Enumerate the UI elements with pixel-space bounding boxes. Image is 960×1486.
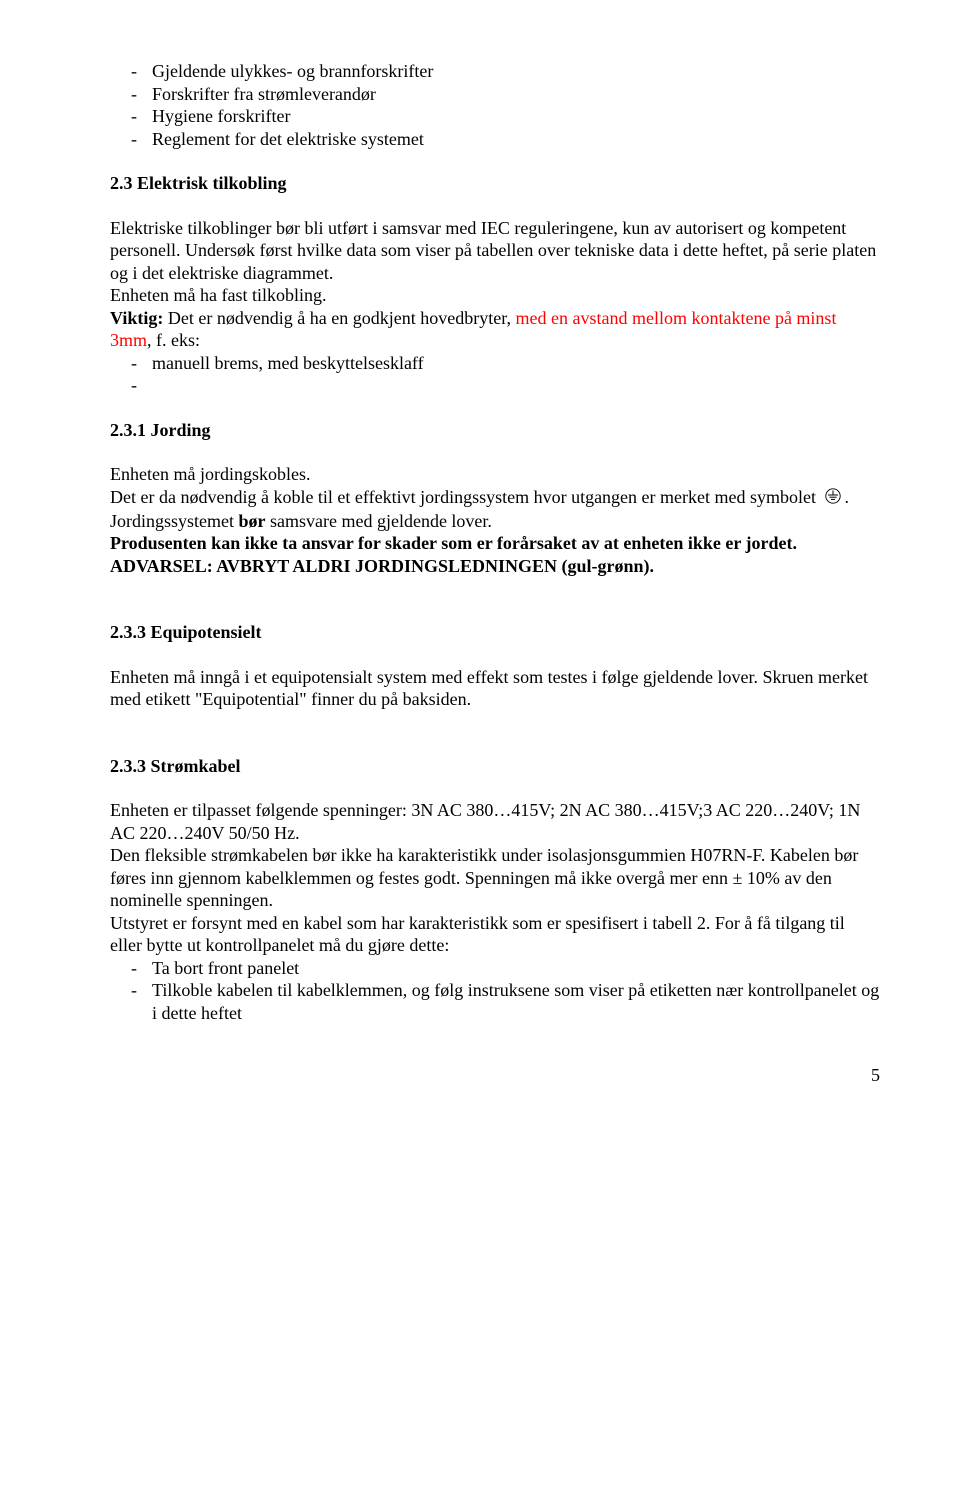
page-number: 5	[110, 1064, 880, 1087]
paragraph: Enheten må inngå i et equipotensialt sys…	[110, 666, 880, 711]
paragraph: Den fleksible strømkabelen bør ikke ha k…	[110, 844, 880, 912]
list-item: manuell brems, med beskyttelsesklaff	[110, 352, 880, 375]
section-2-3-3b-body: Enheten er tilpasset følgende spenninger…	[110, 799, 880, 1024]
section-2-3-1-heading: 2.3.1 Jording	[110, 419, 880, 442]
viktig-bullet-list: manuell brems, med beskyttelsesklaff	[110, 352, 880, 397]
ground-icon	[823, 487, 843, 510]
top-bullet-list: Gjeldende ulykkes- og brannforskrifter F…	[110, 60, 880, 150]
section-2-3-3a-heading: 2.3.3 Equipotensielt	[110, 621, 880, 644]
paragraph: Elektriske tilkoblinger bør bli utført i…	[110, 217, 880, 285]
paragraph: Utstyret er forsynt med en kabel som har…	[110, 912, 880, 957]
text: samsvare med gjeldende lover.	[266, 511, 492, 531]
text-bold: bør	[239, 511, 266, 531]
paragraph: Enheten må jordingskobles.	[110, 463, 880, 486]
important-note: Viktig: Det er nødvendig å ha en godkjen…	[110, 307, 880, 352]
paragraph-bold: Produsenten kan ikke ta ansvar for skade…	[110, 532, 880, 555]
paragraph: Det er da nødvendig å koble til et effek…	[110, 486, 880, 533]
viktig-label: Viktig:	[110, 308, 163, 328]
warning-text: ADVARSEL: AVBRYT ALDRI JORDINGSLEDNINGEN…	[110, 555, 880, 578]
list-item: Forskrifter fra strømleverandør	[110, 83, 880, 106]
list-item: Reglement for det elektriske systemet	[110, 128, 880, 151]
section-2-3-3a-body: Enheten må inngå i et equipotensialt sys…	[110, 666, 880, 711]
list-item-empty	[110, 374, 880, 397]
section-2-3-3b-heading: 2.3.3 Strømkabel	[110, 755, 880, 778]
section-2-3-body: Elektriske tilkoblinger bør bli utført i…	[110, 217, 880, 397]
list-item: Gjeldende ulykkes- og brannforskrifter	[110, 60, 880, 83]
list-item: Tilkoble kabelen til kabelklemmen, og fø…	[110, 979, 880, 1024]
list-item: Ta bort front panelet	[110, 957, 880, 980]
section-2-3-1-body: Enheten må jordingskobles. Det er da nød…	[110, 463, 880, 577]
paragraph: Enheten er tilpasset følgende spenninger…	[110, 799, 880, 844]
text: Det er da nødvendig å koble til et effek…	[110, 487, 821, 507]
paragraph: Enheten må ha fast tilkobling.	[110, 284, 880, 307]
viktig-text: Det er nødvendig å ha en godkjent hovedb…	[163, 308, 515, 328]
viktig-text: , f. eks:	[147, 330, 200, 350]
section-2-3-heading: 2.3 Elektrisk tilkobling	[110, 172, 880, 195]
list-item: Hygiene forskrifter	[110, 105, 880, 128]
steps-bullet-list: Ta bort front panelet Tilkoble kabelen t…	[110, 957, 880, 1025]
